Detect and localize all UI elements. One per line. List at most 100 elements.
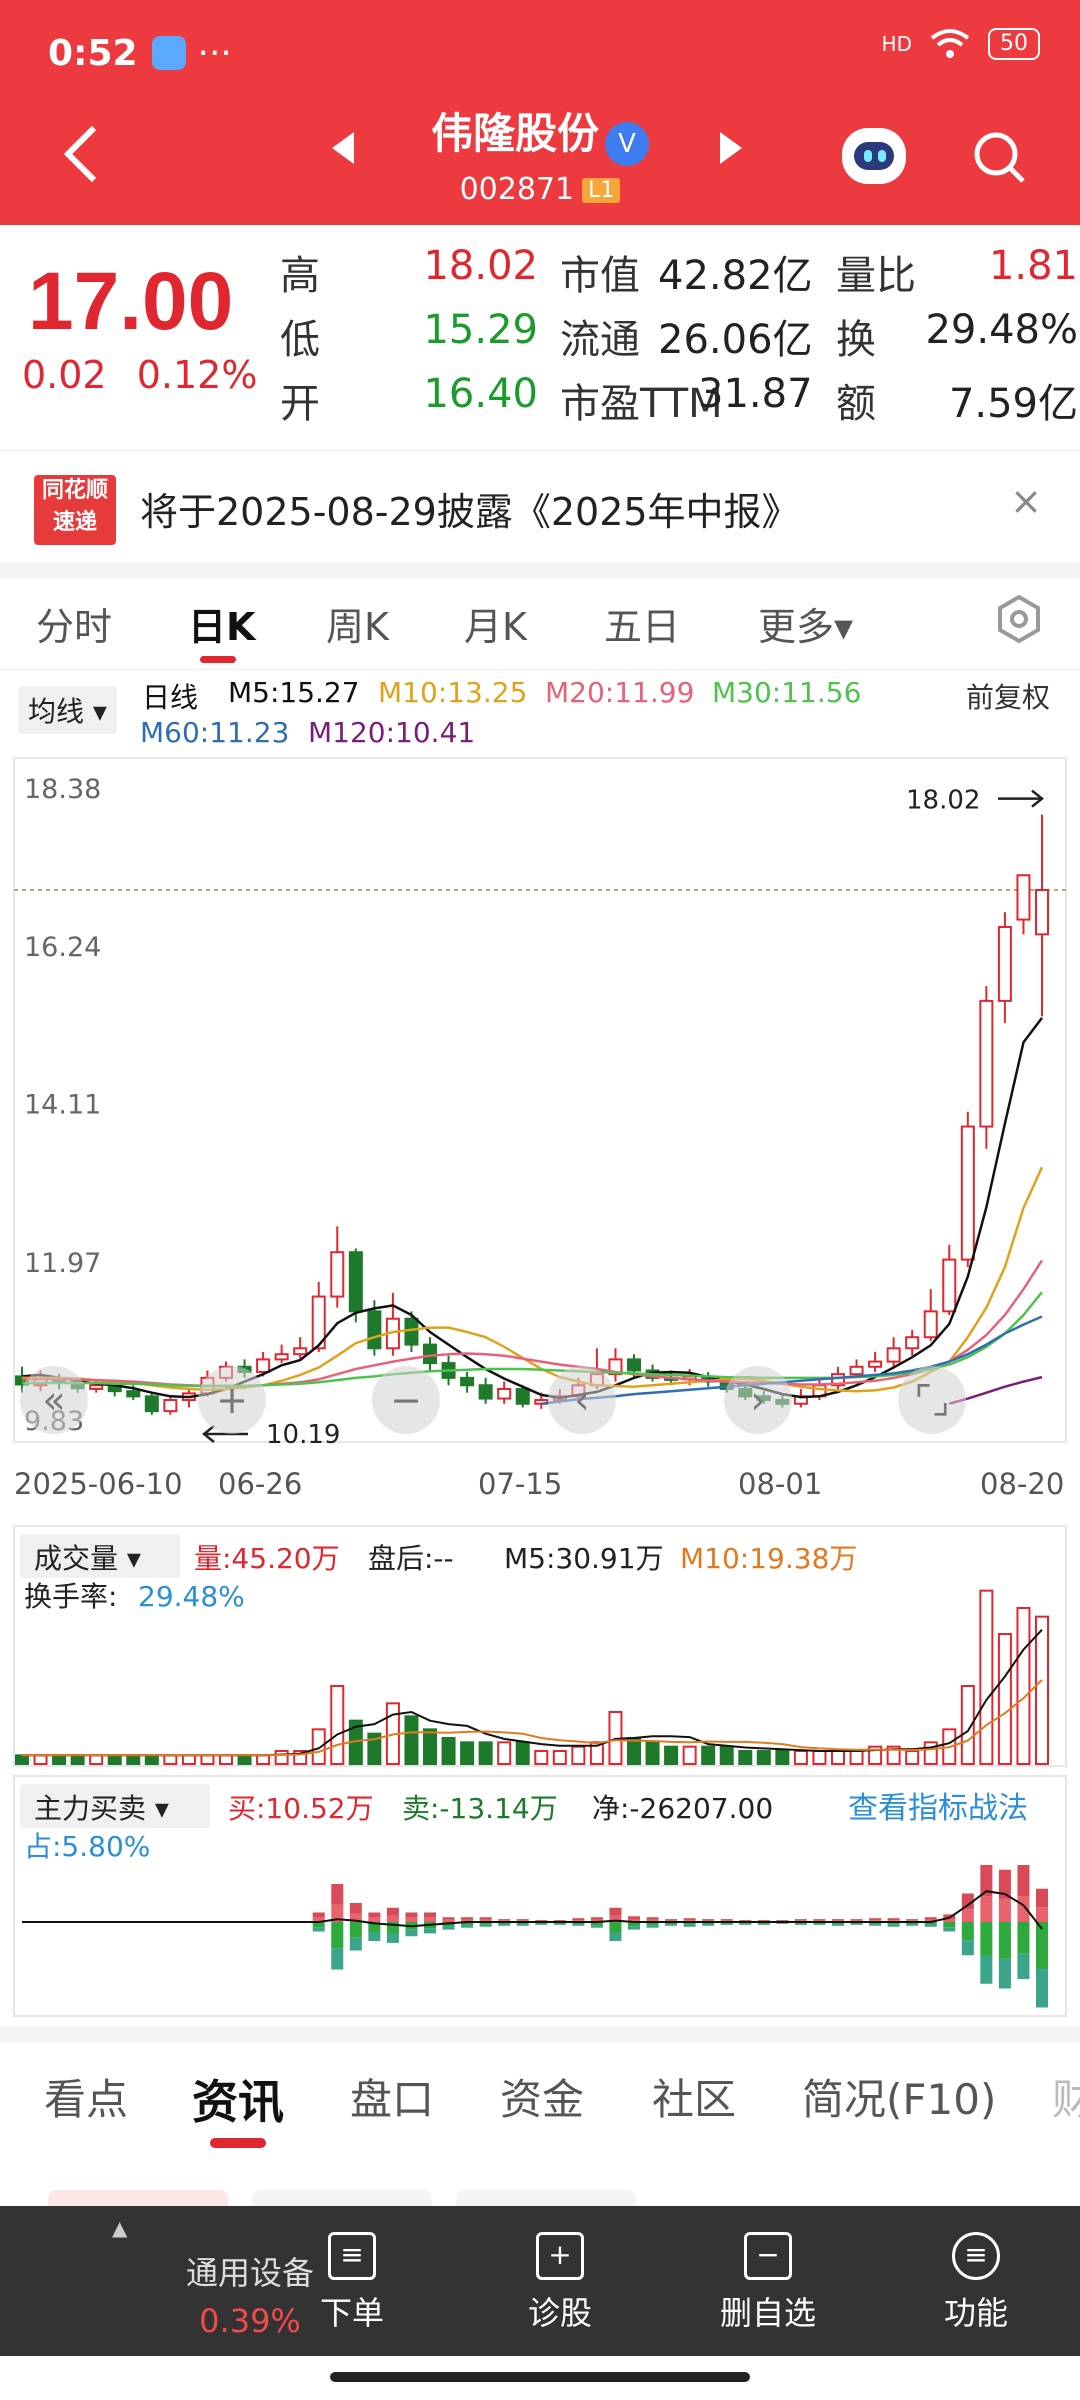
volume-bar [404,1715,419,1766]
volume-bar [256,1754,271,1766]
candle-body [831,1373,845,1387]
volume-ma10-line [22,1679,1043,1757]
capital-net-line [22,1890,1043,1930]
content-tabs: 看点 资讯 盘口 资金 社区 简况(F10) 财 [0,2042,1080,2162]
candle-body [627,1358,641,1372]
place-order-button[interactable]: ≡ 下单 [282,2232,422,2334]
scroll-left-icon-glyph: ‹ [574,1378,589,1422]
tab-order-book[interactable]: 盘口 [350,2075,435,2124]
x-tick-label: 08-20 [980,1467,1064,1501]
candle-body [979,999,994,1128]
candle-body [423,1343,437,1365]
quote-row: 开 16.40 市盈TTM 31.87 额 7.59亿 [278,371,1078,435]
stock-code: 002871 [459,171,575,207]
tab-news[interactable]: 资讯 [192,2075,284,2129]
capital-buy-bar [312,1917,325,1922]
next-stock-icon[interactable] [718,130,744,166]
divider [0,562,1080,578]
capital-buy-bar [349,1903,362,1914]
candle-body [330,1251,345,1298]
scroll-left-icon[interactable] [548,1366,616,1434]
ma-line-m10 [22,1166,1044,1393]
tab-intraday[interactable]: 分时 [36,605,113,649]
volume-ma5: M5:30.91万 [504,1542,664,1575]
capital-sell-bar [683,1924,696,1927]
after-hours-volume: 盘后:-- [368,1542,454,1575]
tab-five-day[interactable]: 五日 [604,605,681,649]
tab-daily-k[interactable]: 日K [188,605,256,649]
diagnose-button[interactable]: + 诊股 [490,2232,630,2334]
stock-nav: 伟隆股份 V 002871 L1 [0,100,1080,220]
search-icon[interactable] [972,130,1026,184]
volume-bar [719,1745,734,1765]
remove-watchlist-button[interactable]: − 删自选 [698,2232,838,2334]
low-arrow-icon [201,1425,248,1443]
capital-sell-bar [609,1922,622,1933]
candle-body [478,1384,493,1400]
sector-indicator[interactable]: ▲ 通用设备 0.39% [0,2206,314,2356]
previous-stock-icon[interactable] [330,130,356,166]
capital-buy-bar [609,1915,622,1922]
y-tick-label: 18.38 [24,774,101,805]
capital-sell-bar [943,1927,956,1932]
capital-buy-bar [479,1919,492,1922]
ai-assistant-icon[interactable] [842,128,906,184]
tab-monthly-k[interactable]: 月K [464,605,527,649]
capital-sell-bar [832,1922,844,1925]
tab-profile[interactable]: 简况(F10) [802,2075,997,2124]
capital-sell-bar [702,1924,715,1926]
capital-sell-bar [906,1924,919,1926]
volume-bar [812,1750,827,1765]
fullscreen-icon[interactable] [898,1366,966,1434]
candle-body [163,1399,178,1413]
tab-capital[interactable]: 资金 [500,2075,585,2124]
capital-sell-bar [943,1922,956,1928]
capital-buy-bar [702,1919,715,1921]
value-market-cap: 42.82亿 [658,253,813,299]
capital-buy-bar [961,1909,974,1922]
scroll-right-icon[interactable] [724,1366,792,1434]
volume-bar [534,1750,549,1765]
capital-buy-bar [609,1907,622,1916]
zoom-in-icon[interactable] [198,1366,266,1434]
volume-indicator-label: 成交量 ▾ [34,1542,141,1575]
indicator-select[interactable]: 均线 ▾ [18,686,117,734]
label-turnover: 换 [836,317,876,363]
indicator-strategy-link[interactable]: 查看指标战法 [848,1791,1028,1826]
capital-buy-bar [331,1884,344,1905]
signal-icon: HD [881,32,912,56]
adjust-mode[interactable]: 前复权 [966,681,1051,714]
close-icon[interactable]: × [1010,479,1042,523]
sector-change: 0.39% [199,2302,301,2340]
status-indicators: HD 50 [882,28,1040,60]
kline-chart[interactable]: 18.3816.2414.1111.979.8318.0210.19«+−‹›⌜… [0,752,1080,2022]
stock-code-row: 002871 L1 [0,172,1080,207]
tab-finance[interactable]: 财 [1052,2075,1080,2124]
tab-weekly-k[interactable]: 周K [326,605,389,649]
news-banner[interactable]: 同花顺 速递 将于2025-08-29披露《2025年中报》 × [0,450,1080,560]
back-arrow-icon[interactable] [60,122,100,186]
tab-highlights[interactable]: 看点 [44,2075,129,2124]
capital-indicator-select[interactable] [20,1784,210,1828]
label-pe-ttm: 市盈TTM [560,381,723,427]
stock-name: 伟隆股份 [430,109,599,158]
tab-community[interactable]: 社区 [652,2075,737,2124]
functions-button[interactable]: ≡ 功能 [906,2232,1046,2334]
tab-more[interactable]: 更多▾ [758,605,854,649]
home-indicator[interactable] [330,2372,750,2382]
quote-panel: 17.00 0.02 0.12% 高 18.02 市值 42.82亿 量比 1.… [0,225,1080,445]
zoom-out-icon[interactable] [372,1366,440,1434]
volume-bar [144,1754,159,1766]
candle-body [868,1360,883,1368]
menu-icon: ≡ [952,2232,1000,2280]
settings-icon[interactable] [994,594,1044,644]
rewind-icon[interactable] [20,1366,88,1434]
candle-body [849,1365,864,1376]
value-pe-ttm: 31.87 [698,371,813,417]
value-open: 16.40 [423,371,538,417]
capital-sell: 卖:-13.14万 [402,1792,558,1825]
capital-sell-bar [386,1922,399,1934]
capital-buy-bar [906,1919,919,1921]
capital-buy-bar [553,1920,566,1922]
volume-indicator-select[interactable] [20,1534,180,1578]
